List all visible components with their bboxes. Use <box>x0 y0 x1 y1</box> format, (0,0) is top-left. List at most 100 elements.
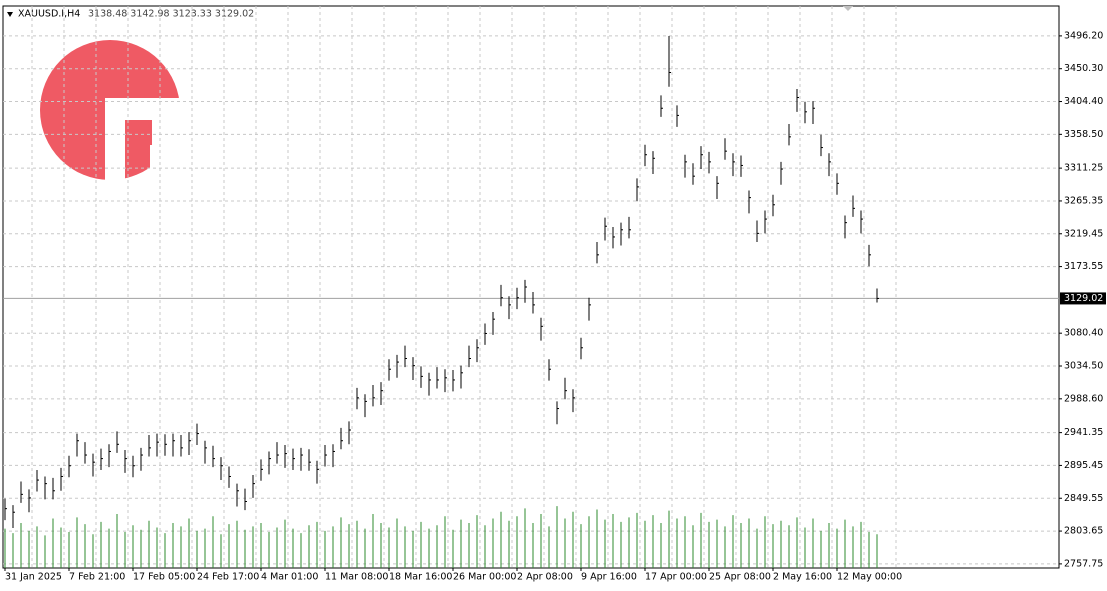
ohlc-bar <box>76 433 79 457</box>
ohlc-bar <box>404 345 407 368</box>
ohlc-bar <box>284 445 287 468</box>
ohlc-bar <box>276 442 279 464</box>
ohlc-bar <box>300 447 303 471</box>
x-tick-label: 12 May 00:00 <box>837 572 902 583</box>
ohlc-bar <box>612 226 615 249</box>
ohlc-bar <box>572 389 575 413</box>
ohlc-bar <box>124 450 127 473</box>
ohlc-bar <box>700 146 703 170</box>
y-tick-label: 3219.45 <box>1064 228 1103 239</box>
ohlc-bar <box>724 138 727 160</box>
x-tick-label: 31 Jan 2025 <box>5 572 62 583</box>
ohlc-bar <box>716 176 719 200</box>
ohlc-bar <box>660 95 663 117</box>
x-tick-label: 7 Feb 21:00 <box>69 572 125 583</box>
y-tick-label: 3358.50 <box>1064 129 1103 140</box>
ohlc-bar <box>844 215 847 239</box>
ohlc-bar <box>444 369 447 393</box>
ohlc-bar <box>540 317 543 341</box>
y-tick-label: 3034.50 <box>1064 361 1103 372</box>
ohlc-bar <box>772 194 775 217</box>
ohlc-bar <box>596 241 599 264</box>
ohlc-bar <box>852 195 855 217</box>
ohlc-bar <box>268 451 271 475</box>
ohlc-bar <box>196 423 199 446</box>
ohlc-bar <box>524 279 527 303</box>
x-tick-label: 2 May 16:00 <box>773 572 832 583</box>
ohlc-bar <box>244 488 247 511</box>
ohlc-bar <box>396 354 399 378</box>
ohlc-bar <box>868 244 871 267</box>
y-tick-label: 3080.40 <box>1064 328 1103 339</box>
ohlc-bar <box>356 387 359 410</box>
ohlc-bar <box>620 222 623 246</box>
y-tick-label: 2895.45 <box>1064 460 1103 471</box>
chart-title: XAUUSD.I,H4 <box>18 9 80 20</box>
ohlc-bar <box>428 372 431 396</box>
plot-frame <box>2 5 1060 569</box>
ohlc-bar <box>388 359 391 381</box>
ohlc-bar <box>732 153 735 177</box>
ohlc-bar <box>628 216 631 239</box>
ohlc-bar <box>836 173 839 195</box>
ohlc-bar <box>252 475 255 498</box>
current-price-box <box>1060 292 1106 305</box>
ohlc-bar <box>28 489 31 513</box>
ohlc-bar <box>556 401 559 425</box>
ohlc-bar <box>484 323 487 345</box>
ohlc-bar <box>652 151 655 175</box>
ohlc-bar <box>380 382 383 405</box>
ohlc-bar <box>100 448 103 471</box>
ohlc-bar <box>636 178 639 202</box>
ohlc-bar <box>372 384 375 407</box>
ohlc-bar <box>108 444 111 468</box>
x-tick-label: 17 Apr 00:00 <box>645 572 707 583</box>
ohlc-bar <box>668 36 671 87</box>
ohlc-bar <box>60 467 63 491</box>
x-tick-label: 11 Mar 08:00 <box>325 572 388 583</box>
ohlc-bar <box>548 359 551 381</box>
ohlc-bar <box>828 153 831 177</box>
ohlc-bar <box>764 210 767 234</box>
ohlc-bar <box>788 123 791 146</box>
ohlc-bar <box>740 155 743 177</box>
menu-arrow[interactable] <box>7 12 13 17</box>
ohlc-bar <box>92 453 95 477</box>
ohlc-bar <box>436 367 439 389</box>
ohlc-bar <box>508 296 511 320</box>
ohlc-bar <box>164 434 167 456</box>
ohlc-bar <box>580 337 583 360</box>
ohlc-bar <box>460 365 463 389</box>
ohlc-bar <box>756 220 759 242</box>
current-price-label: 3129.02 <box>1064 293 1103 304</box>
ohlc-bar <box>412 357 415 380</box>
ohlc-bar <box>780 161 783 185</box>
ohlc-bar <box>644 144 647 167</box>
ohlc-bar <box>860 210 863 234</box>
ohlc-bar <box>260 459 263 481</box>
x-tick-label: 4 Mar 01:00 <box>261 572 318 583</box>
ohlc-bar <box>364 394 367 418</box>
ohlc-bar <box>684 154 687 178</box>
y-tick-label: 2988.60 <box>1064 393 1103 404</box>
ohlc-bar <box>220 457 223 481</box>
ohlc-bar <box>236 483 239 507</box>
ohlc-bar <box>228 466 231 488</box>
ohlc-bar <box>324 445 327 467</box>
ohlc-bar <box>820 134 823 157</box>
x-tick-label: 2 Apr 08:00 <box>517 572 573 583</box>
ohlc-bar <box>876 288 879 303</box>
y-tick-label: 2941.35 <box>1064 427 1103 438</box>
ohlc-bar <box>116 431 119 453</box>
y-tick-label: 3311.25 <box>1064 163 1103 174</box>
ohlc-bar <box>132 455 135 478</box>
ohlc-bar <box>4 498 7 521</box>
ohlc-bar <box>676 105 679 127</box>
ohlc-bar <box>68 455 71 478</box>
ohlc-bar <box>84 442 87 464</box>
ohlc-bar <box>204 440 207 464</box>
ohlc-bar <box>692 163 695 185</box>
ohlc-bar <box>492 312 495 335</box>
ohlc-bar <box>604 217 607 241</box>
